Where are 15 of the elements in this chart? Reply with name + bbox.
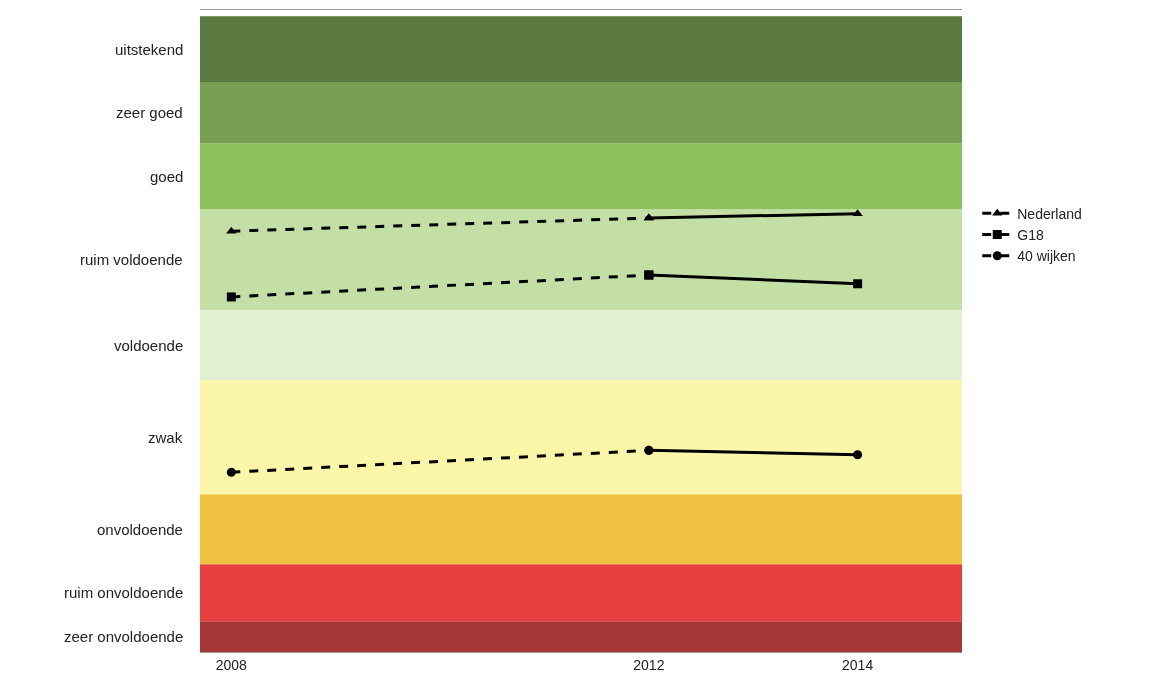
band-label: goed [150, 168, 184, 185]
x-tick-label: 2014 [842, 656, 874, 673]
band-label: uitstekend [115, 41, 184, 58]
legend-label: 40 wijken [1017, 248, 1076, 265]
band-label: ruim onvoldoende [64, 584, 184, 601]
x-tick-label: 2008 [215, 656, 248, 673]
band-label: onvoldoende [97, 521, 183, 538]
band-label: voldoende [114, 337, 184, 354]
band-label: zeer onvoldoende [64, 628, 184, 645]
legend-label: G18 [1017, 226, 1044, 243]
band-label: zwak [148, 429, 183, 446]
legend-label: Nederland [1017, 205, 1082, 222]
band-label: ruim voldoende [80, 251, 183, 268]
x-tick-label: 2012 [633, 656, 665, 673]
band-label: zeer goed [116, 104, 183, 121]
